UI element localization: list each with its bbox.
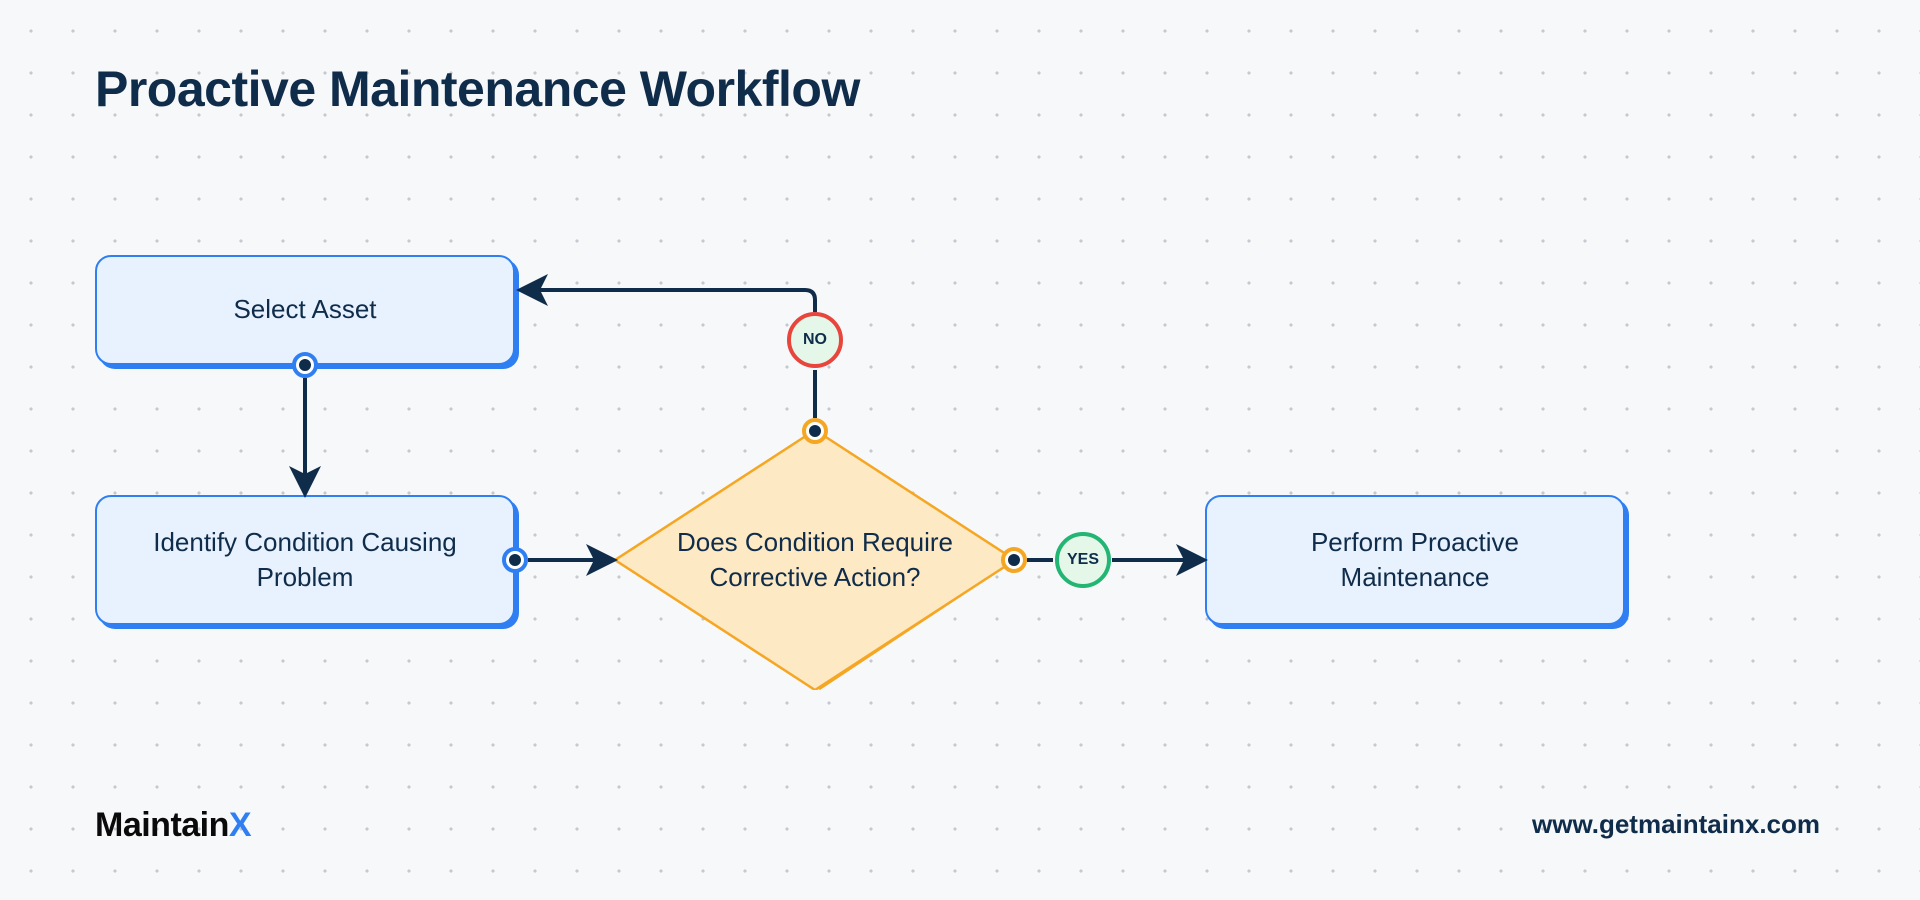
badge-label: NO <box>803 331 827 349</box>
node-decision: Does Condition Require Corrective Action… <box>615 430 1015 690</box>
connector-dot <box>802 418 828 444</box>
node-label: Perform Proactive Maintenance <box>1237 525 1593 595</box>
connector-dot <box>292 352 318 378</box>
page-title: Proactive Maintenance Workflow <box>95 60 860 118</box>
node-label: Identify Condition Causing Problem <box>127 525 483 595</box>
badge-label: YES <box>1067 551 1099 569</box>
brand-logo: MaintainX <box>95 806 251 845</box>
logo-accent: X <box>229 806 251 844</box>
node-perform-maintenance: Perform Proactive Maintenance <box>1205 495 1625 625</box>
badge-yes: YES <box>1055 532 1111 588</box>
footer-url: www.getmaintainx.com <box>1532 809 1820 840</box>
logo-text: Maintain <box>95 806 229 844</box>
badge-no: NO <box>787 312 843 368</box>
connector-dot <box>1001 547 1027 573</box>
node-select-asset: Select Asset <box>95 255 515 365</box>
connector-dot <box>502 547 528 573</box>
node-label: Select Asset <box>233 292 376 327</box>
node-identify-condition: Identify Condition Causing Problem <box>95 495 515 625</box>
node-label: Does Condition Require Corrective Action… <box>665 525 965 595</box>
